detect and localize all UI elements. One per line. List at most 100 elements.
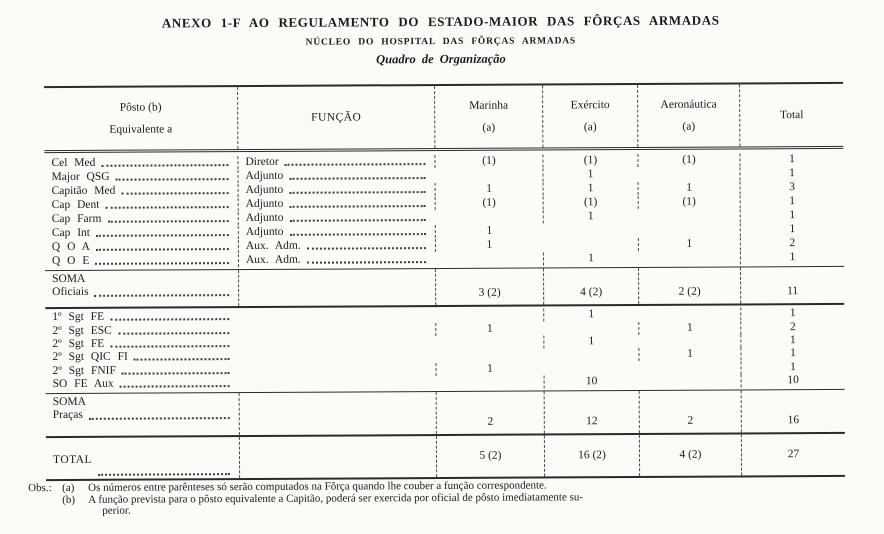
marinha-value (434, 258, 543, 260)
exercito-value: (1) (542, 195, 638, 209)
soma-label-cell: SOMA Oficiais (45, 270, 238, 307)
soma-label-cell: SOMA Praças (46, 393, 239, 436)
aeronautica-value (637, 215, 740, 216)
marinha-value: 1 (434, 237, 543, 252)
marinha-value: 1 (434, 223, 543, 238)
posto-cell: Q O E (45, 254, 238, 268)
funcao-cell-empty (238, 269, 436, 307)
marinha-value (435, 382, 544, 383)
total-value: 1 (739, 250, 844, 264)
aeronautica-value (638, 381, 741, 382)
exercito-value: 1 (542, 209, 638, 223)
posto-cell: Cap Int (45, 226, 238, 240)
funcao-cell-empty (238, 355, 436, 357)
dotted-leader (95, 261, 229, 265)
header-aeronautica-label: Aeronáutica (660, 98, 717, 111)
dotted-leader (117, 331, 230, 335)
total-value: 1 (739, 166, 844, 180)
funcao-cell: Adjunto (237, 224, 435, 239)
marinha-value (435, 341, 544, 343)
footnote-b-mark: (b) (62, 493, 76, 506)
soma-pracas-row: SOMA Praças 2 12 2 16 (45, 389, 845, 437)
organization-table: Pôsto (b) Equivalente a FUNÇÃO Marinha (… (44, 81, 846, 482)
posto-label: Cap Dent (51, 198, 100, 211)
aeronautica-value (637, 173, 740, 174)
posto-cell: 1º Sgt FE (45, 310, 238, 324)
total-value: 1 (740, 360, 845, 375)
aeronautica-value (638, 340, 741, 342)
soma-sublabel: Oficiais (52, 285, 89, 299)
funcao-label: Adjunto (245, 211, 284, 224)
total-value: 10 (740, 374, 845, 388)
aeronautica-value (637, 229, 740, 230)
aeronautica-value: (1) (637, 152, 740, 167)
dotted-leader (105, 205, 229, 209)
marinha-value: 2 (435, 391, 544, 435)
marinha-value (434, 216, 543, 218)
exercito-value: 10 (543, 375, 639, 389)
dotted-leader (110, 318, 230, 321)
exercito-value: 1 (542, 167, 638, 181)
posto-cell: Q O A (45, 240, 238, 254)
exercito-value: 16 (2) (543, 435, 640, 477)
marinha-value: 1 (434, 181, 543, 196)
aeronautica-value: 1 (637, 180, 740, 195)
funcao-cell: Adjunto (237, 182, 435, 197)
obs-prefix: Obs.: (28, 482, 52, 495)
aeronautica-value: 1 (638, 347, 741, 362)
header-aeronautica-note: (a) (682, 120, 696, 133)
posto-cell: 2º Sgt FNIF (46, 364, 239, 378)
exercito-value: 1 (543, 334, 639, 349)
dotted-leader (107, 219, 229, 223)
footnote-b-line2: perior. (102, 504, 131, 517)
posto-label: 1º Sgt FE (52, 310, 105, 324)
funcao-label: Adjunto (245, 169, 284, 182)
posto-cell: 2º Sgt ESC (45, 324, 238, 338)
dotted-leader (115, 177, 229, 181)
posto-label: 2º Sgt ESC (52, 324, 112, 337)
officers-block: Cel Med Diretor (1) (1) (1) 1 Major QSG … (44, 149, 844, 270)
soma-sublabel: Praças (52, 409, 83, 422)
marinha-value: 3 (2) (435, 268, 544, 306)
dotted-leader (96, 233, 229, 237)
funcao-cell: Diretor (237, 154, 435, 169)
funcao-label: Adjunto (245, 197, 284, 210)
marinha-value (435, 355, 544, 356)
posto-cell: Capitão Med (45, 184, 238, 198)
marinha-value (435, 315, 544, 316)
header-posto-line1: Pôsto (b) (119, 100, 162, 114)
funcao-label: Aux. Adm. (245, 239, 301, 252)
total-value: 1 (740, 307, 845, 321)
funcao-label: Adjunto (245, 183, 284, 196)
funcao-cell-empty (238, 342, 436, 344)
funcao-label: Diretor (245, 155, 279, 168)
posto-cell: 2º Sgt QIC FI (45, 350, 238, 364)
posto-label: Cel Med (51, 156, 96, 169)
header-total-label: Total (779, 108, 804, 121)
total-value: 1 (740, 333, 845, 348)
total-value: 11 (740, 266, 845, 304)
posto-label: SO FE Aux (52, 377, 114, 391)
posto-cell: Cap Dent (45, 198, 238, 212)
funcao-cell-empty (238, 369, 436, 371)
total-label: TOTAL (52, 454, 93, 467)
funcao-cell: Adjunto (237, 168, 435, 183)
exercito-value: 4 (2) (543, 267, 639, 305)
posto-cell: 2º Sgt FE (45, 337, 238, 351)
marinha-value (434, 174, 543, 176)
header-exercito: Exército (a) (542, 84, 638, 148)
dotted-leader (94, 294, 230, 297)
header-marinha-note: (a) (482, 121, 496, 134)
dotted-leader (289, 204, 426, 208)
dotted-leader (284, 162, 426, 166)
exercito-value: 1 (542, 181, 638, 195)
footnotes: Obs.: (a) Os números entre parênteses só… (28, 479, 874, 518)
aeronautica-value: (1) (637, 194, 740, 209)
document-subtitle: NÚCLEO DO HOSPITAL DAS FÔRÇAS ARMADAS (305, 36, 577, 48)
footnote-b: (b) A função prevista para o pôsto equiv… (28, 490, 874, 517)
document-subtitle-2: Quadro de Organização (376, 51, 506, 67)
total-value: 16 (740, 390, 845, 433)
funcao-cell: Adjunto (237, 210, 435, 225)
marinha-value: (1) (434, 153, 543, 168)
dotted-leader (119, 385, 230, 388)
